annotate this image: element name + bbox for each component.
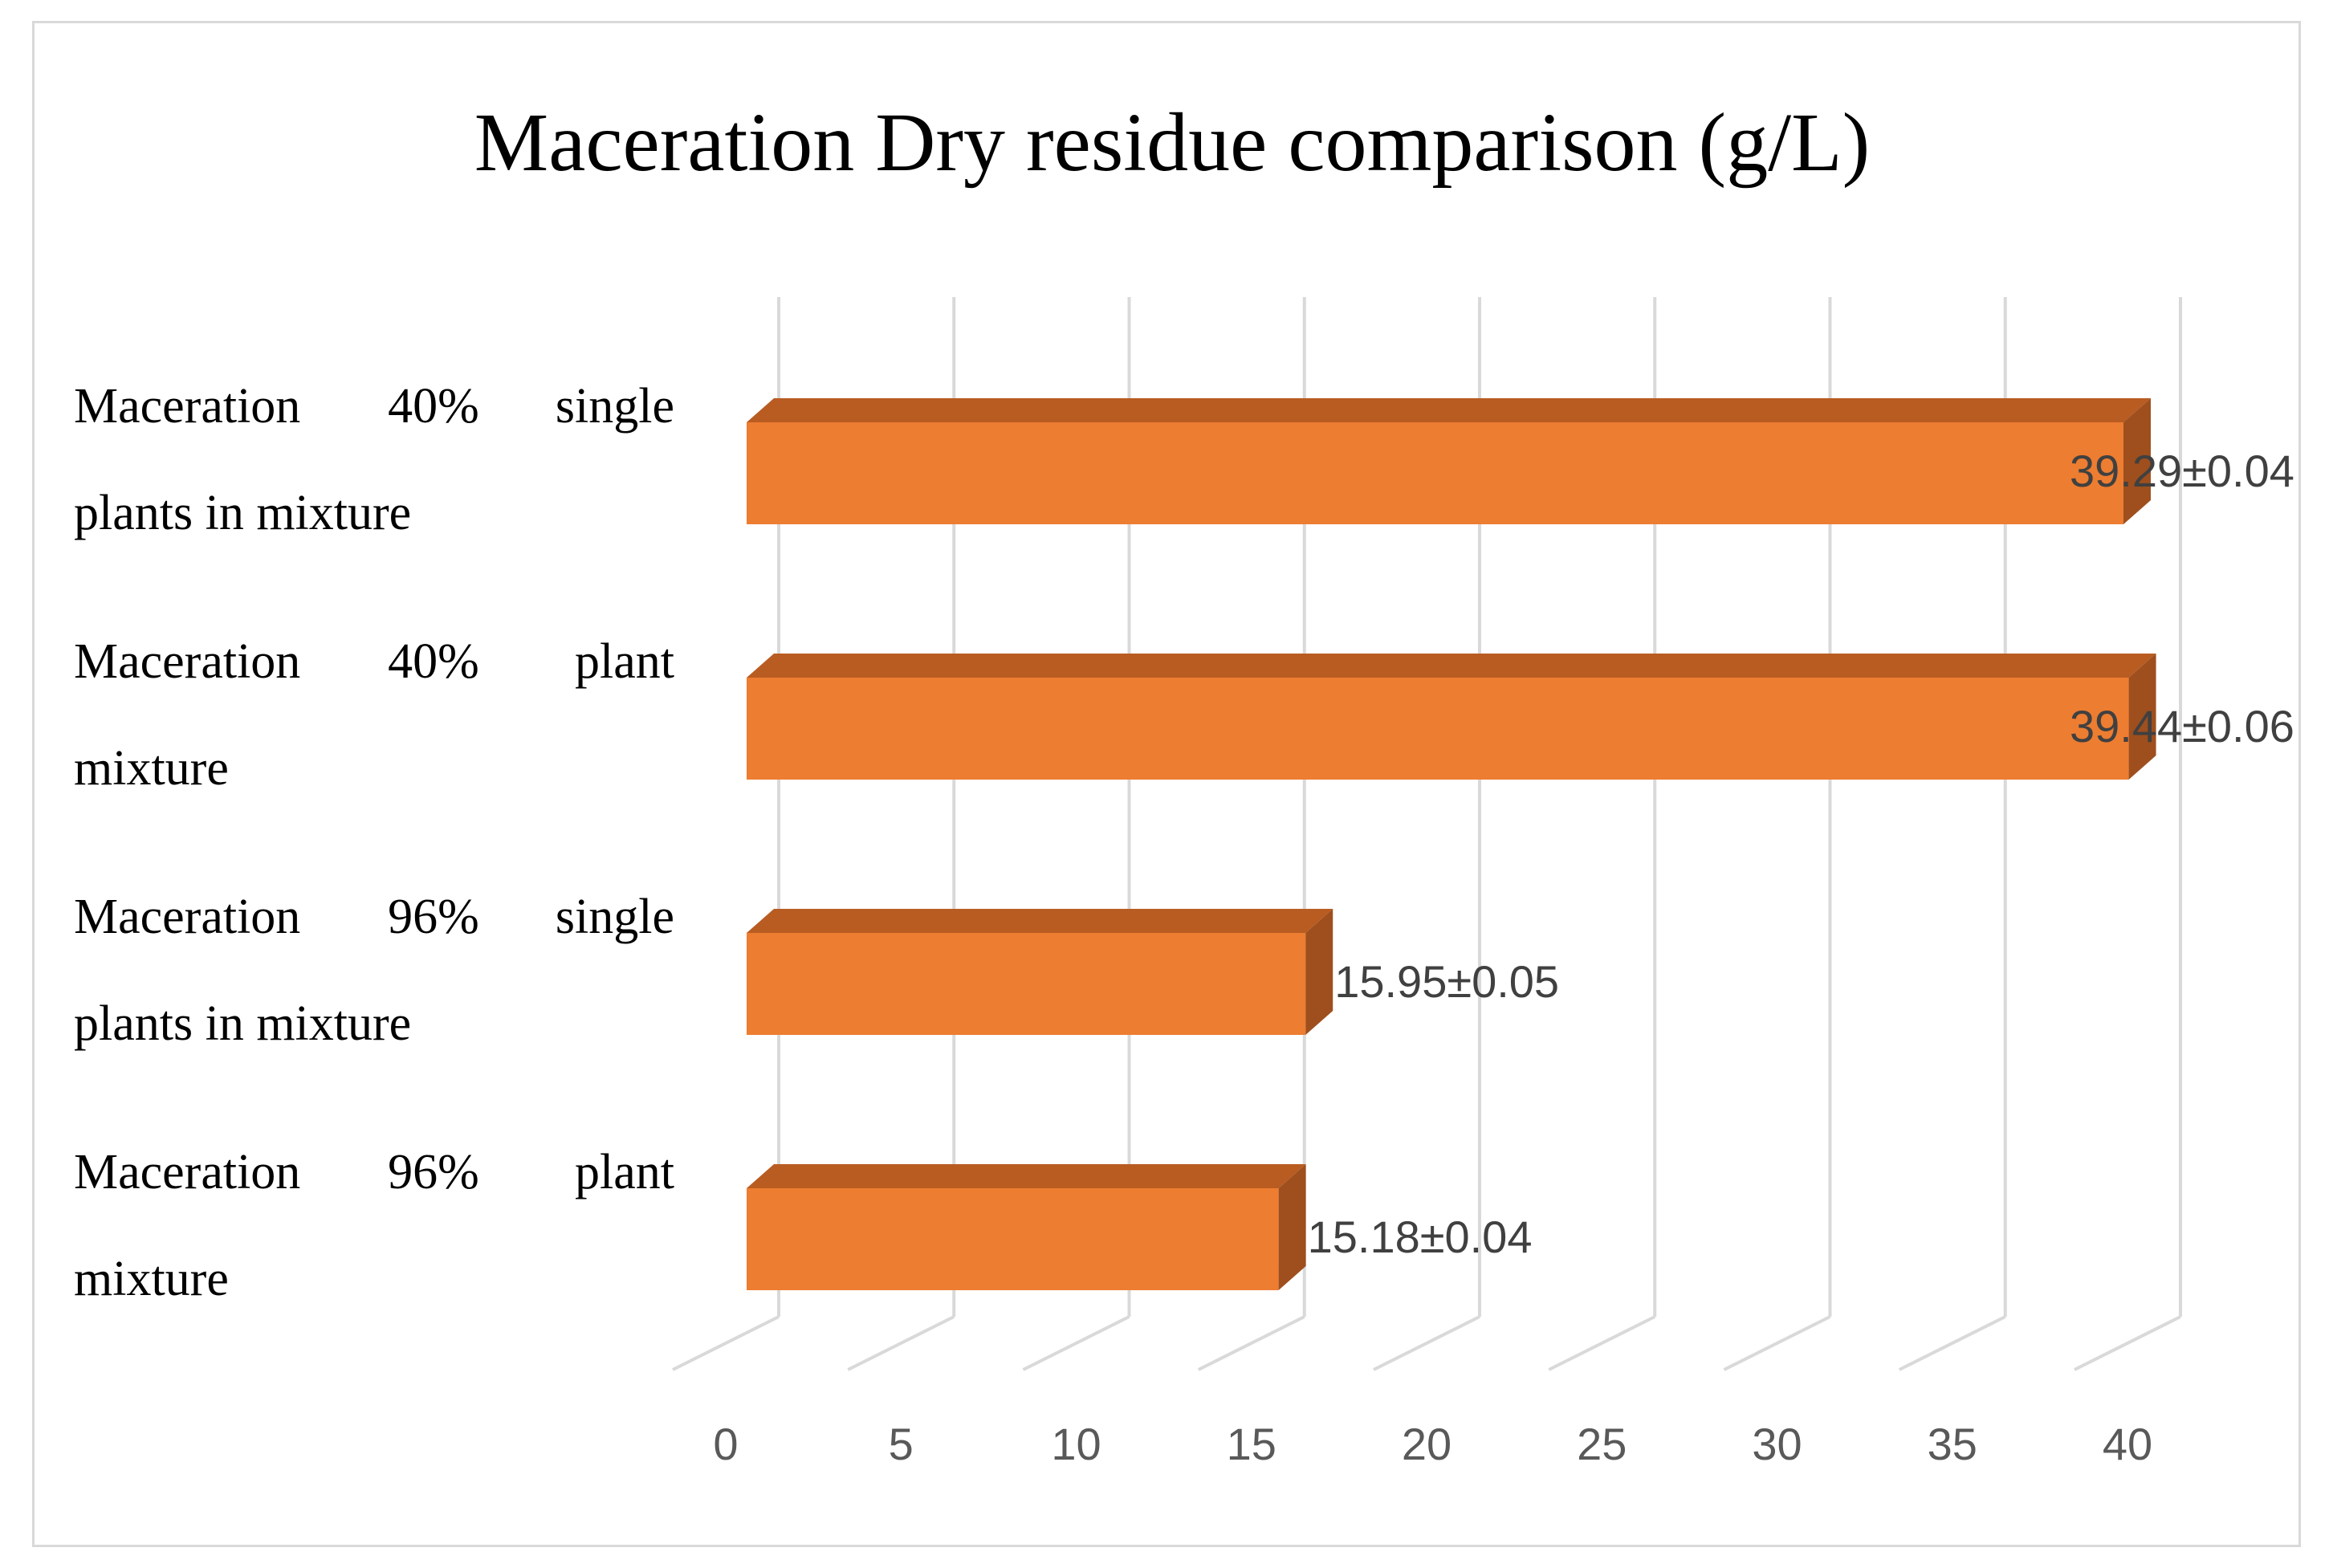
tick-label-5: 5 — [889, 1419, 914, 1469]
bar-1-front — [747, 422, 2124, 524]
category-4-word-3: plant — [575, 1145, 674, 1199]
category-2-line-2: mixture — [74, 741, 229, 796]
category-2-word-2: 40% — [388, 634, 479, 689]
bar-2-top-face — [747, 654, 2156, 678]
floor-line-0 — [672, 1315, 780, 1371]
category-3-word-3: single — [556, 890, 674, 944]
floor-line-20 — [1373, 1315, 1480, 1371]
bar-3 — [747, 909, 1333, 1035]
tick-label-35: 35 — [1928, 1419, 1977, 1469]
floor-line-40 — [2074, 1315, 2181, 1371]
data-label-1: 39.29±0.04 — [2070, 446, 2294, 496]
bar-2-side-face — [2128, 654, 2156, 780]
category-4-line-2: mixture — [74, 1252, 229, 1306]
tick-label-10: 10 — [1051, 1419, 1101, 1469]
tick-label-25: 25 — [1577, 1419, 1627, 1469]
tick-label-0: 0 — [713, 1419, 738, 1469]
category-3-word-1: Maceration — [74, 890, 300, 944]
floor-line-15 — [1197, 1315, 1305, 1371]
category-3-word-2: 96% — [388, 890, 479, 944]
tick-label-15: 15 — [1227, 1419, 1276, 1469]
bar-2 — [747, 654, 2156, 780]
data-label-3: 15.95±0.05 — [1334, 956, 1559, 1007]
bar-1-side-face — [2123, 398, 2152, 524]
floor-line-25 — [1548, 1315, 1656, 1371]
bar-1-top-face — [747, 398, 2152, 422]
bar-4 — [747, 1164, 1306, 1290]
floor-line-10 — [1022, 1315, 1130, 1371]
bar-4-side-face — [1278, 1164, 1306, 1290]
chart-frame — [32, 21, 2301, 1547]
category-2-word-1: Maceration — [74, 634, 300, 689]
category-4-word-2: 96% — [388, 1145, 479, 1199]
category-1-word-3: single — [556, 379, 674, 434]
category-labels: Maceration 40% single plants in mixture Mace… — [74, 379, 674, 1306]
category-2-word-3: plant — [575, 634, 674, 689]
floor-line-5 — [847, 1315, 955, 1371]
floor-line-30 — [1723, 1315, 1831, 1371]
category-3-line-2: plants in mixture — [74, 996, 411, 1051]
bar-3-front — [747, 933, 1306, 1035]
data-label-4: 15.18±0.04 — [1308, 1212, 1533, 1262]
bar-3-top-face — [747, 909, 1333, 933]
bars-layer — [747, 398, 2156, 1290]
category-4-word-1: Maceration — [74, 1145, 300, 1199]
tick-labels: 0 5 10 15 20 25 30 35 40 — [713, 1419, 2152, 1469]
bar-4-top-face — [747, 1164, 1306, 1188]
tick-label-40: 40 — [2103, 1419, 2152, 1469]
floor-line-35 — [1898, 1315, 2006, 1371]
category-1-word-2: 40% — [388, 379, 479, 434]
bar-3-side-face — [1305, 909, 1333, 1035]
tick-label-20: 20 — [1402, 1419, 1452, 1469]
chart-title: Maceration Dry residue comparison (g/L) — [474, 96, 1871, 189]
tick-label-30: 30 — [1752, 1419, 1802, 1469]
bar-2-front — [747, 678, 2129, 780]
category-1-word-1: Maceration — [74, 379, 300, 434]
bar-1 — [747, 398, 2152, 524]
data-label-2: 39.44±0.06 — [2070, 701, 2294, 751]
bar-4-front — [747, 1188, 1279, 1290]
category-1-line-2: plants in mixture — [74, 486, 411, 540]
data-labels: 39.29±0.04 39.44±0.06 15.95±0.05 15.18±0.04 — [1308, 446, 2294, 1262]
